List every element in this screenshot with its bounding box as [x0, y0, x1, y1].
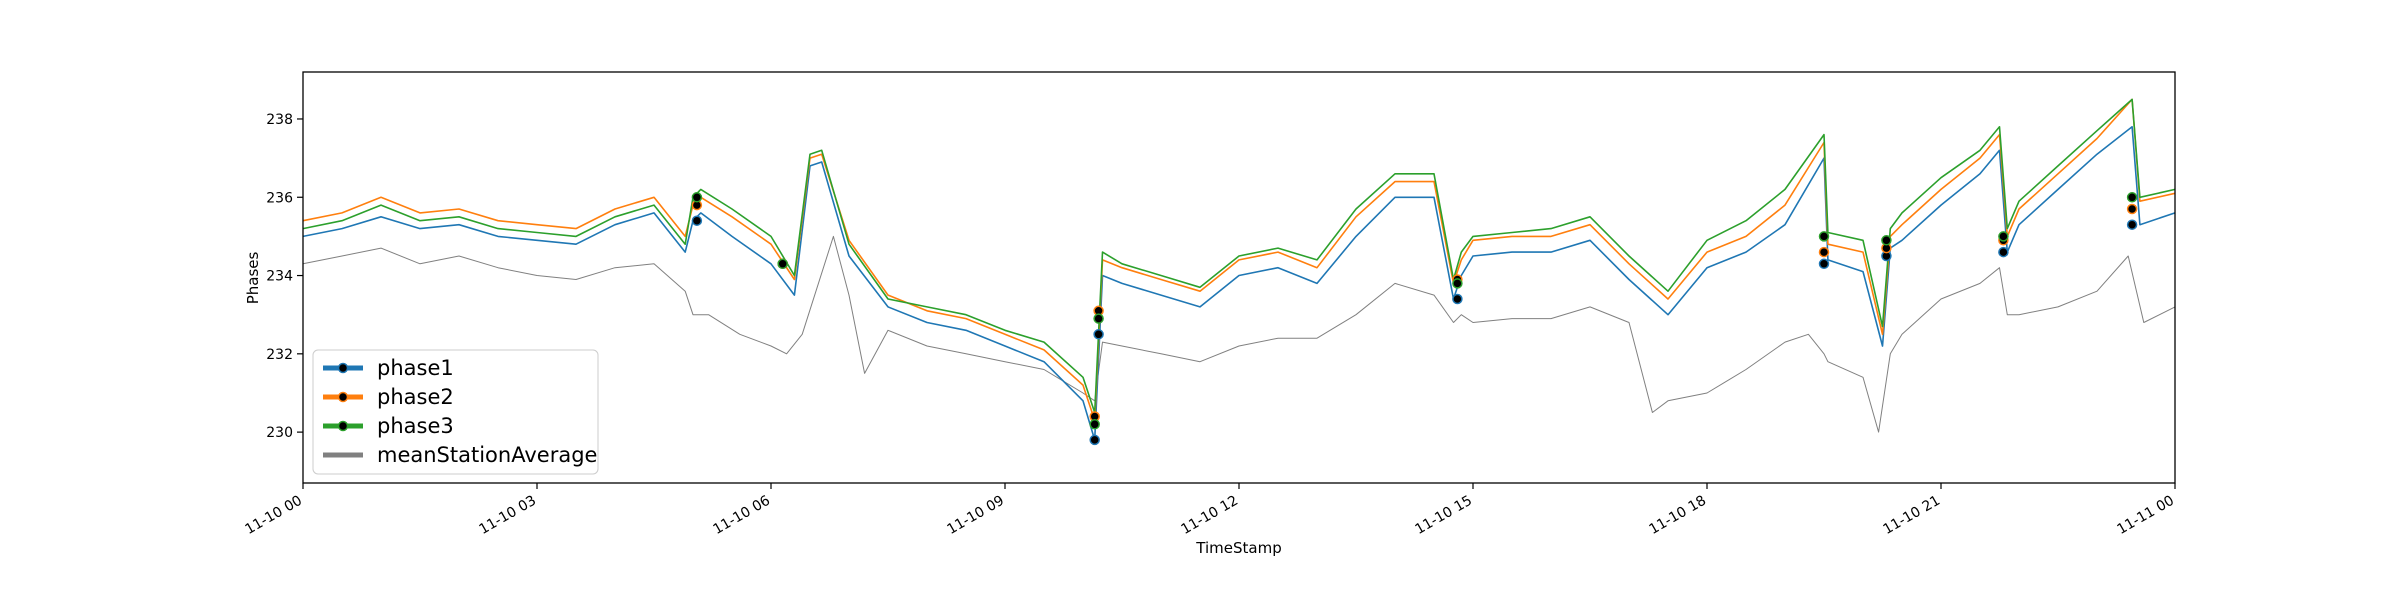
- y-tick-label: 230: [266, 425, 293, 441]
- legend-marker-phase2: [337, 391, 349, 403]
- x-tick-label: 11-11 00: [2114, 493, 2177, 538]
- anomaly-marker-phase3: [1093, 313, 1104, 324]
- legend-box: [312, 349, 599, 475]
- y-axis: 230 232 234 236 238: [266, 112, 303, 441]
- legend: phase1 phase2 phase3 meanStationAverage: [312, 349, 599, 475]
- y-tick-label: 234: [266, 269, 293, 285]
- x-axis-title: TimeStamp: [1195, 539, 1281, 557]
- anomaly-marker-phase3: [691, 192, 703, 203]
- y-tick-label: 238: [266, 112, 293, 128]
- legend-label-phase3: phase3: [377, 414, 454, 438]
- anomaly-marker-phase3: [1089, 419, 1100, 430]
- anomaly-marker-phase3: [777, 258, 788, 270]
- anomaly-marker-phase1: [1093, 329, 1104, 340]
- legend-label-meanStationAverage: meanStationAverage: [377, 443, 597, 467]
- legend-label-phase2: phase2: [377, 385, 454, 409]
- series-line-phase3: [302, 98, 2176, 414]
- x-tick-label: 11-10 06: [710, 493, 773, 538]
- x-tick-label: 11-10 18: [1646, 493, 1709, 538]
- anomaly-marker-phase1: [691, 215, 703, 226]
- y-axis-title: Phases: [244, 252, 262, 305]
- anomaly-marker-phase3: [1881, 235, 1892, 246]
- series-layer: [302, 98, 2176, 441]
- anomaly-marker-phase1: [2126, 219, 2138, 230]
- x-tick-label: 11-10 21: [1880, 493, 1943, 538]
- x-tick-label: 11-10 12: [1178, 493, 1241, 538]
- anomaly-marker-phase1: [1818, 258, 1830, 270]
- x-tick-label: 11-10 03: [476, 493, 539, 538]
- anomaly-marker-phase1: [1998, 246, 2009, 258]
- anomaly-marker-phase3: [1818, 231, 1830, 242]
- legend-marker-phase1: [337, 362, 349, 374]
- y-tick-label: 232: [266, 347, 293, 363]
- y-tick-label: 236: [266, 190, 293, 206]
- anomaly-marker-layer: [691, 192, 2138, 446]
- anomaly-marker-phase2: [2126, 203, 2138, 215]
- anomaly-marker-phase1: [1452, 293, 1463, 305]
- legend-marker-phase3: [337, 420, 349, 432]
- anomaly-marker-phase1: [1089, 434, 1100, 446]
- legend-label-phase1: phase1: [377, 356, 454, 380]
- series-line-meanStationAverage: [302, 235, 2176, 433]
- x-axis: 11-10 00 11-10 03 11-10 06 11-10 09 11-10 12…: [242, 483, 2177, 538]
- x-tick-label: 11-10 09: [944, 493, 1007, 538]
- anomaly-marker-phase3: [1452, 278, 1463, 289]
- anomaly-marker-phase2: [1818, 246, 1830, 258]
- x-tick-label: 11-10 00: [242, 493, 305, 538]
- x-tick-label: 11-10 15: [1412, 493, 1475, 538]
- anomaly-marker-phase3: [1998, 231, 2009, 242]
- anomaly-marker-phase3: [2126, 192, 2138, 203]
- series-line-phase1: [302, 126, 2176, 441]
